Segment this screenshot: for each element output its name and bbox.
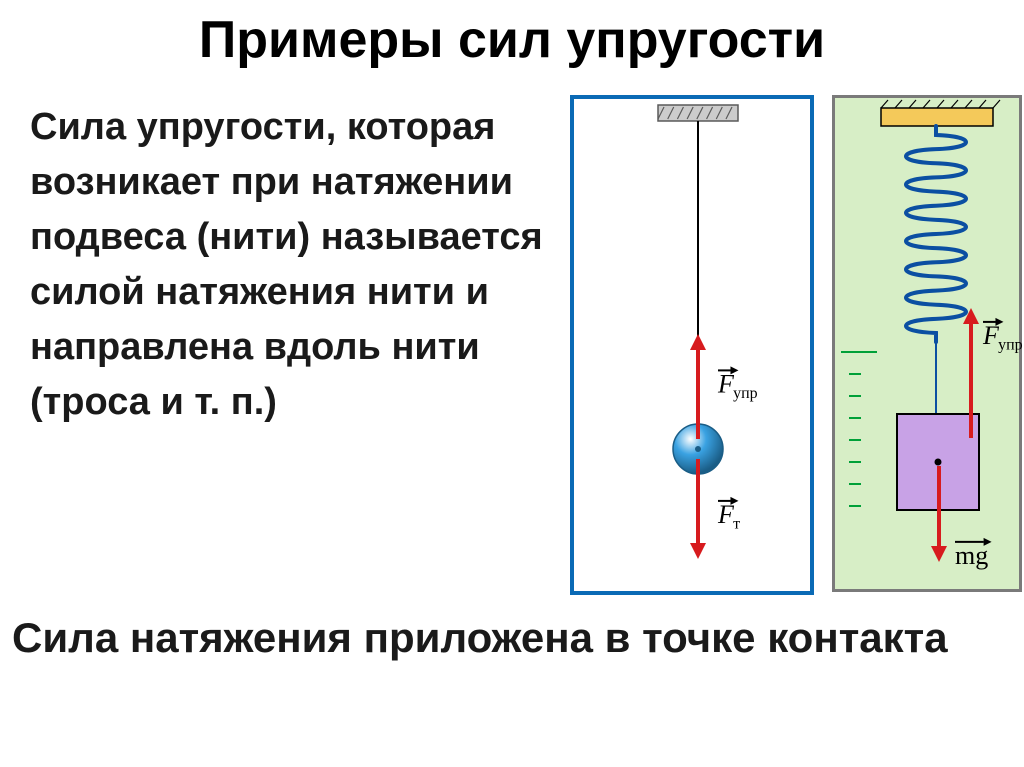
body-paragraph: Сила упругости, которая возникает при на… [30, 100, 565, 431]
svg-text:упр: упр [733, 385, 758, 402]
diagram-frame-spring: Fупрmg [832, 95, 1022, 592]
bottom-paragraph: Сила натяжения приложена в точке контакт… [12, 605, 1012, 670]
diagram-spring-svg: Fупрmg [835, 98, 1024, 595]
page-root: Примеры сил упругости Сила упругости, ко… [0, 0, 1024, 767]
diagram-frame-string: FупрFт [570, 95, 814, 595]
svg-text:т: т [733, 516, 740, 533]
page-title: Примеры сил упругости [0, 10, 1024, 70]
svg-text:mg: mg [955, 541, 988, 570]
svg-text:упр: упр [998, 337, 1023, 354]
diagram-string-svg: FупрFт [574, 99, 818, 599]
